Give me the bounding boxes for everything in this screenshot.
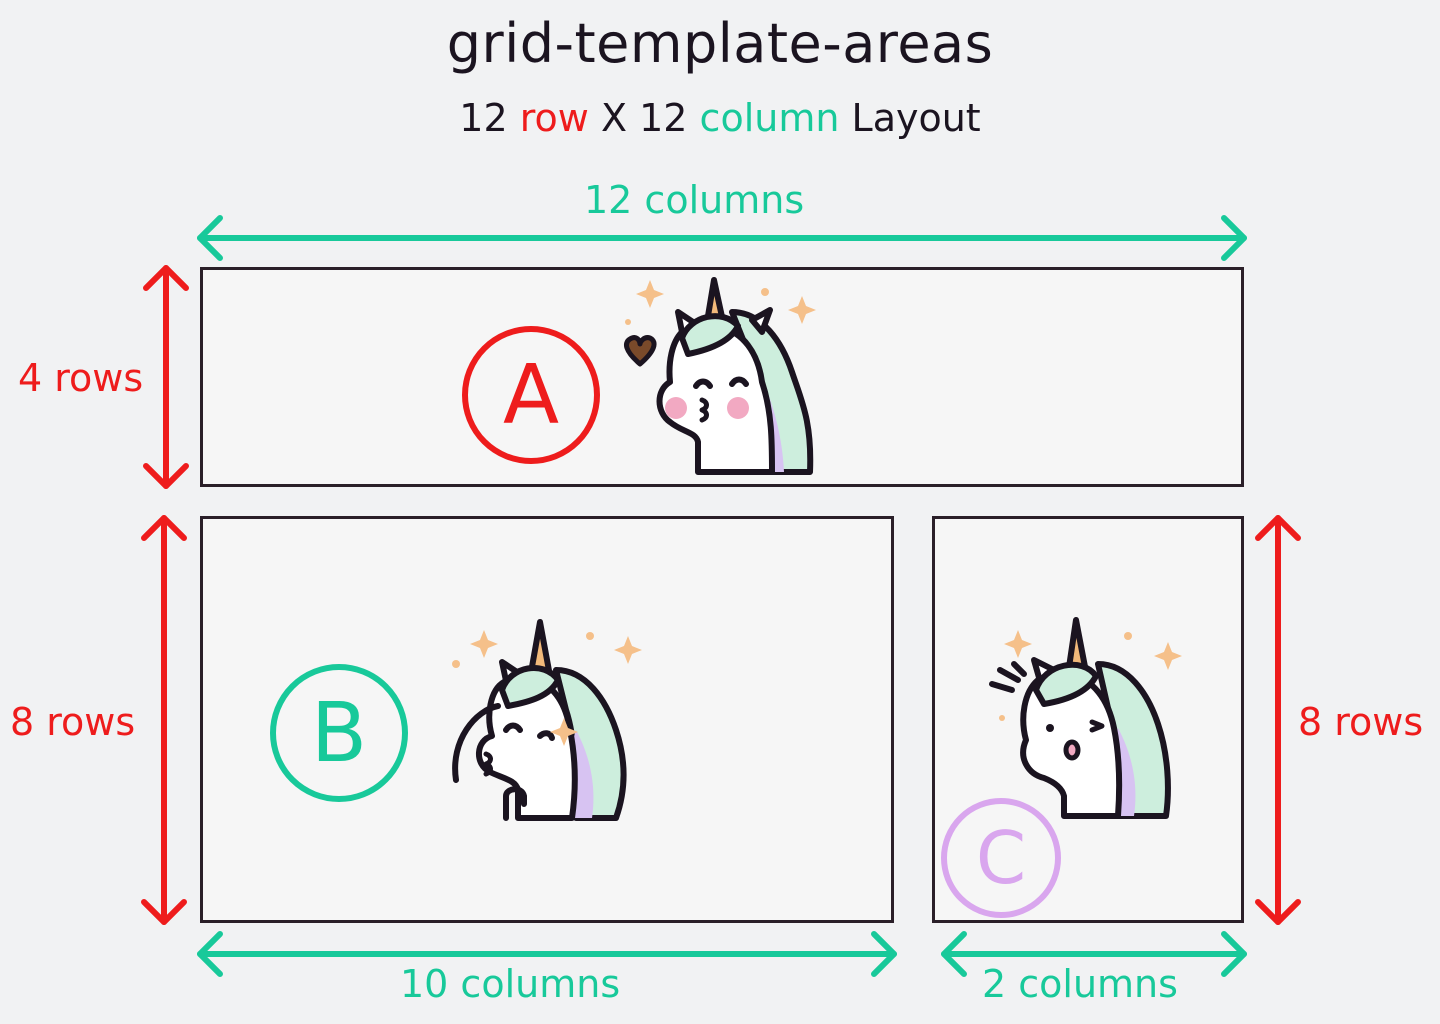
unicorn-kiss-icon <box>623 277 816 475</box>
unicorn-blowing-icon <box>452 619 642 821</box>
b-rows-arrow <box>141 515 187 925</box>
subtitle-rows-count: 12 <box>459 96 508 140</box>
area-c-letter: C <box>975 816 1027 900</box>
a-rows-arrow <box>143 265 189 489</box>
area-b-letter: B <box>310 685 368 781</box>
page-title: grid-template-areas <box>446 12 994 75</box>
subtitle: 12 row X 12 column Layout <box>0 96 1440 140</box>
area-a-letter: A <box>502 347 560 443</box>
unicorn-surprised-icon <box>989 617 1182 819</box>
b-columns-label: 10 columns <box>400 962 621 1006</box>
c-columns-label: 2 columns <box>982 962 1178 1006</box>
top-columns-arrow <box>197 215 1247 261</box>
area-b-badge: B <box>270 664 408 802</box>
b-rows-label: 8 rows <box>10 700 136 744</box>
c-rows-arrow <box>1255 515 1301 925</box>
c-rows-label: 8 rows <box>1298 700 1424 744</box>
area-c-badge: C <box>941 798 1061 918</box>
subtitle-layout: Layout <box>851 96 981 140</box>
a-rows-label: 4 rows <box>18 356 144 400</box>
area-a-badge: A <box>462 326 600 464</box>
subtitle-x: X <box>600 96 627 140</box>
b-columns-arrow <box>197 931 897 977</box>
subtitle-cols-count: 12 <box>639 96 688 140</box>
top-columns-label: 12 columns <box>584 178 805 222</box>
c-columns-arrow <box>941 931 1247 977</box>
subtitle-column-word: column <box>699 96 840 140</box>
subtitle-row-word: row <box>519 96 589 140</box>
